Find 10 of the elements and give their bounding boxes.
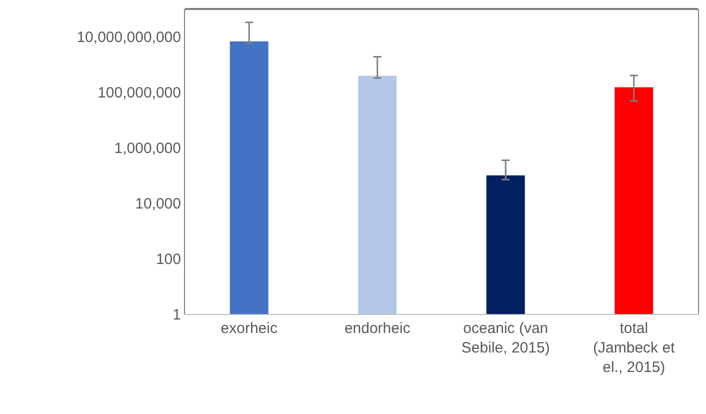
y-tick-label: 1	[172, 306, 181, 324]
y-tick-label: 1,000,000	[114, 140, 181, 157]
x-tick-label: oceanic (van Sebile, 2015)	[461, 320, 550, 356]
y-tick-label: 100	[156, 250, 181, 268]
x-tick-label: exorheic	[220, 320, 278, 337]
x-tick-label: total (Jambeck et el., 2015)	[593, 320, 676, 376]
x-tick-label: endorheic	[344, 320, 411, 337]
y-tick-label: 100,000,000	[98, 84, 181, 102]
y-tick-label: 10,000	[135, 195, 181, 212]
y-tick-label: 10,000,000,000	[76, 28, 181, 46]
